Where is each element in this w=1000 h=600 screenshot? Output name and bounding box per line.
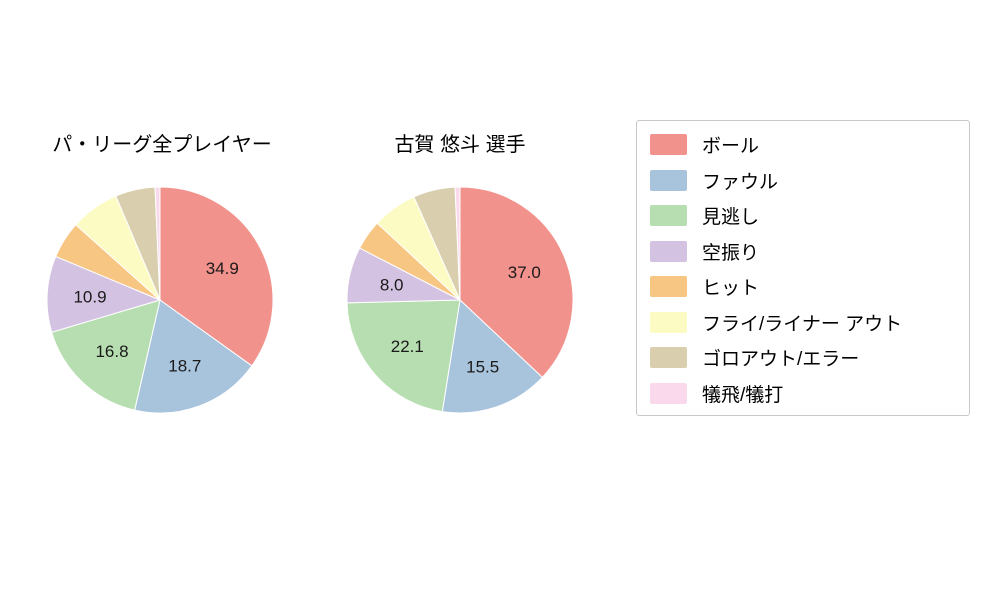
legend-item: 空振り	[637, 234, 969, 270]
pie-slice	[154, 186, 161, 301]
legend-label: ヒット	[702, 278, 760, 300]
legend-item: 見逃し	[637, 198, 969, 234]
pie-slice	[134, 299, 253, 414]
slice-value-label: 22.1	[391, 337, 424, 356]
legend-swatch	[650, 134, 687, 156]
slice-value-label: 34.9	[206, 259, 239, 278]
legend-item: ボール	[637, 127, 969, 163]
legend-item: ヒット	[637, 269, 969, 305]
legend-label: 見逃し	[702, 207, 760, 229]
slice-value-label: 10.9	[73, 287, 106, 306]
pie-slice	[346, 299, 461, 413]
legend-label: ファウル	[702, 171, 779, 193]
pie-slice	[441, 298, 544, 414]
legend-swatch	[650, 240, 687, 262]
legend: ボールファウル見逃し空振りヒットフライ/ライナー アウト ゴロアウト/エラー 犠飛/…	[636, 120, 970, 416]
pie-slice	[51, 299, 161, 411]
pie-chart-koga-yuto: 37.0 15.5 22.1 8.0	[346, 186, 574, 414]
legend-item: ゴロアウト/エラー	[637, 340, 969, 376]
legend-label: ボール	[702, 136, 760, 158]
legend-swatch	[650, 169, 687, 191]
slice-value-label: 37.0	[508, 263, 541, 282]
chart-title-league-players: パ・リーグ全プレイヤー	[52, 134, 272, 156]
pie-slice	[459, 186, 574, 379]
legend-label: 犠飛/犠打	[702, 384, 784, 406]
legend-swatch	[650, 276, 687, 298]
legend-item: フライ/ライナー アウト	[637, 305, 969, 341]
legend-label: 空振り	[702, 242, 760, 264]
chart-title-koga-yuto: 古賀 悠斗 選手	[394, 134, 526, 156]
legend-item: ファウル	[637, 163, 969, 199]
legend-swatch	[650, 347, 687, 369]
legend-swatch	[650, 382, 687, 404]
slice-value-label: 15.5	[466, 357, 499, 376]
legend-label: フライ/ライナー アウト	[702, 313, 903, 335]
slice-value-label: 16.8	[95, 342, 128, 361]
pie-chart-league-players: 34.9 18.7 16.8 10.9	[46, 186, 274, 414]
pie-slice	[454, 186, 461, 301]
legend-item: 犠飛/犠打	[637, 376, 969, 412]
pie-slice	[46, 255, 162, 333]
slice-value-label: 8.0	[380, 275, 404, 294]
legend-label: ゴロアウト/エラー	[702, 349, 860, 371]
pie-slice	[159, 186, 274, 367]
legend-swatch	[650, 205, 687, 227]
slice-value-label: 18.7	[168, 357, 201, 376]
legend-swatch	[650, 311, 687, 333]
